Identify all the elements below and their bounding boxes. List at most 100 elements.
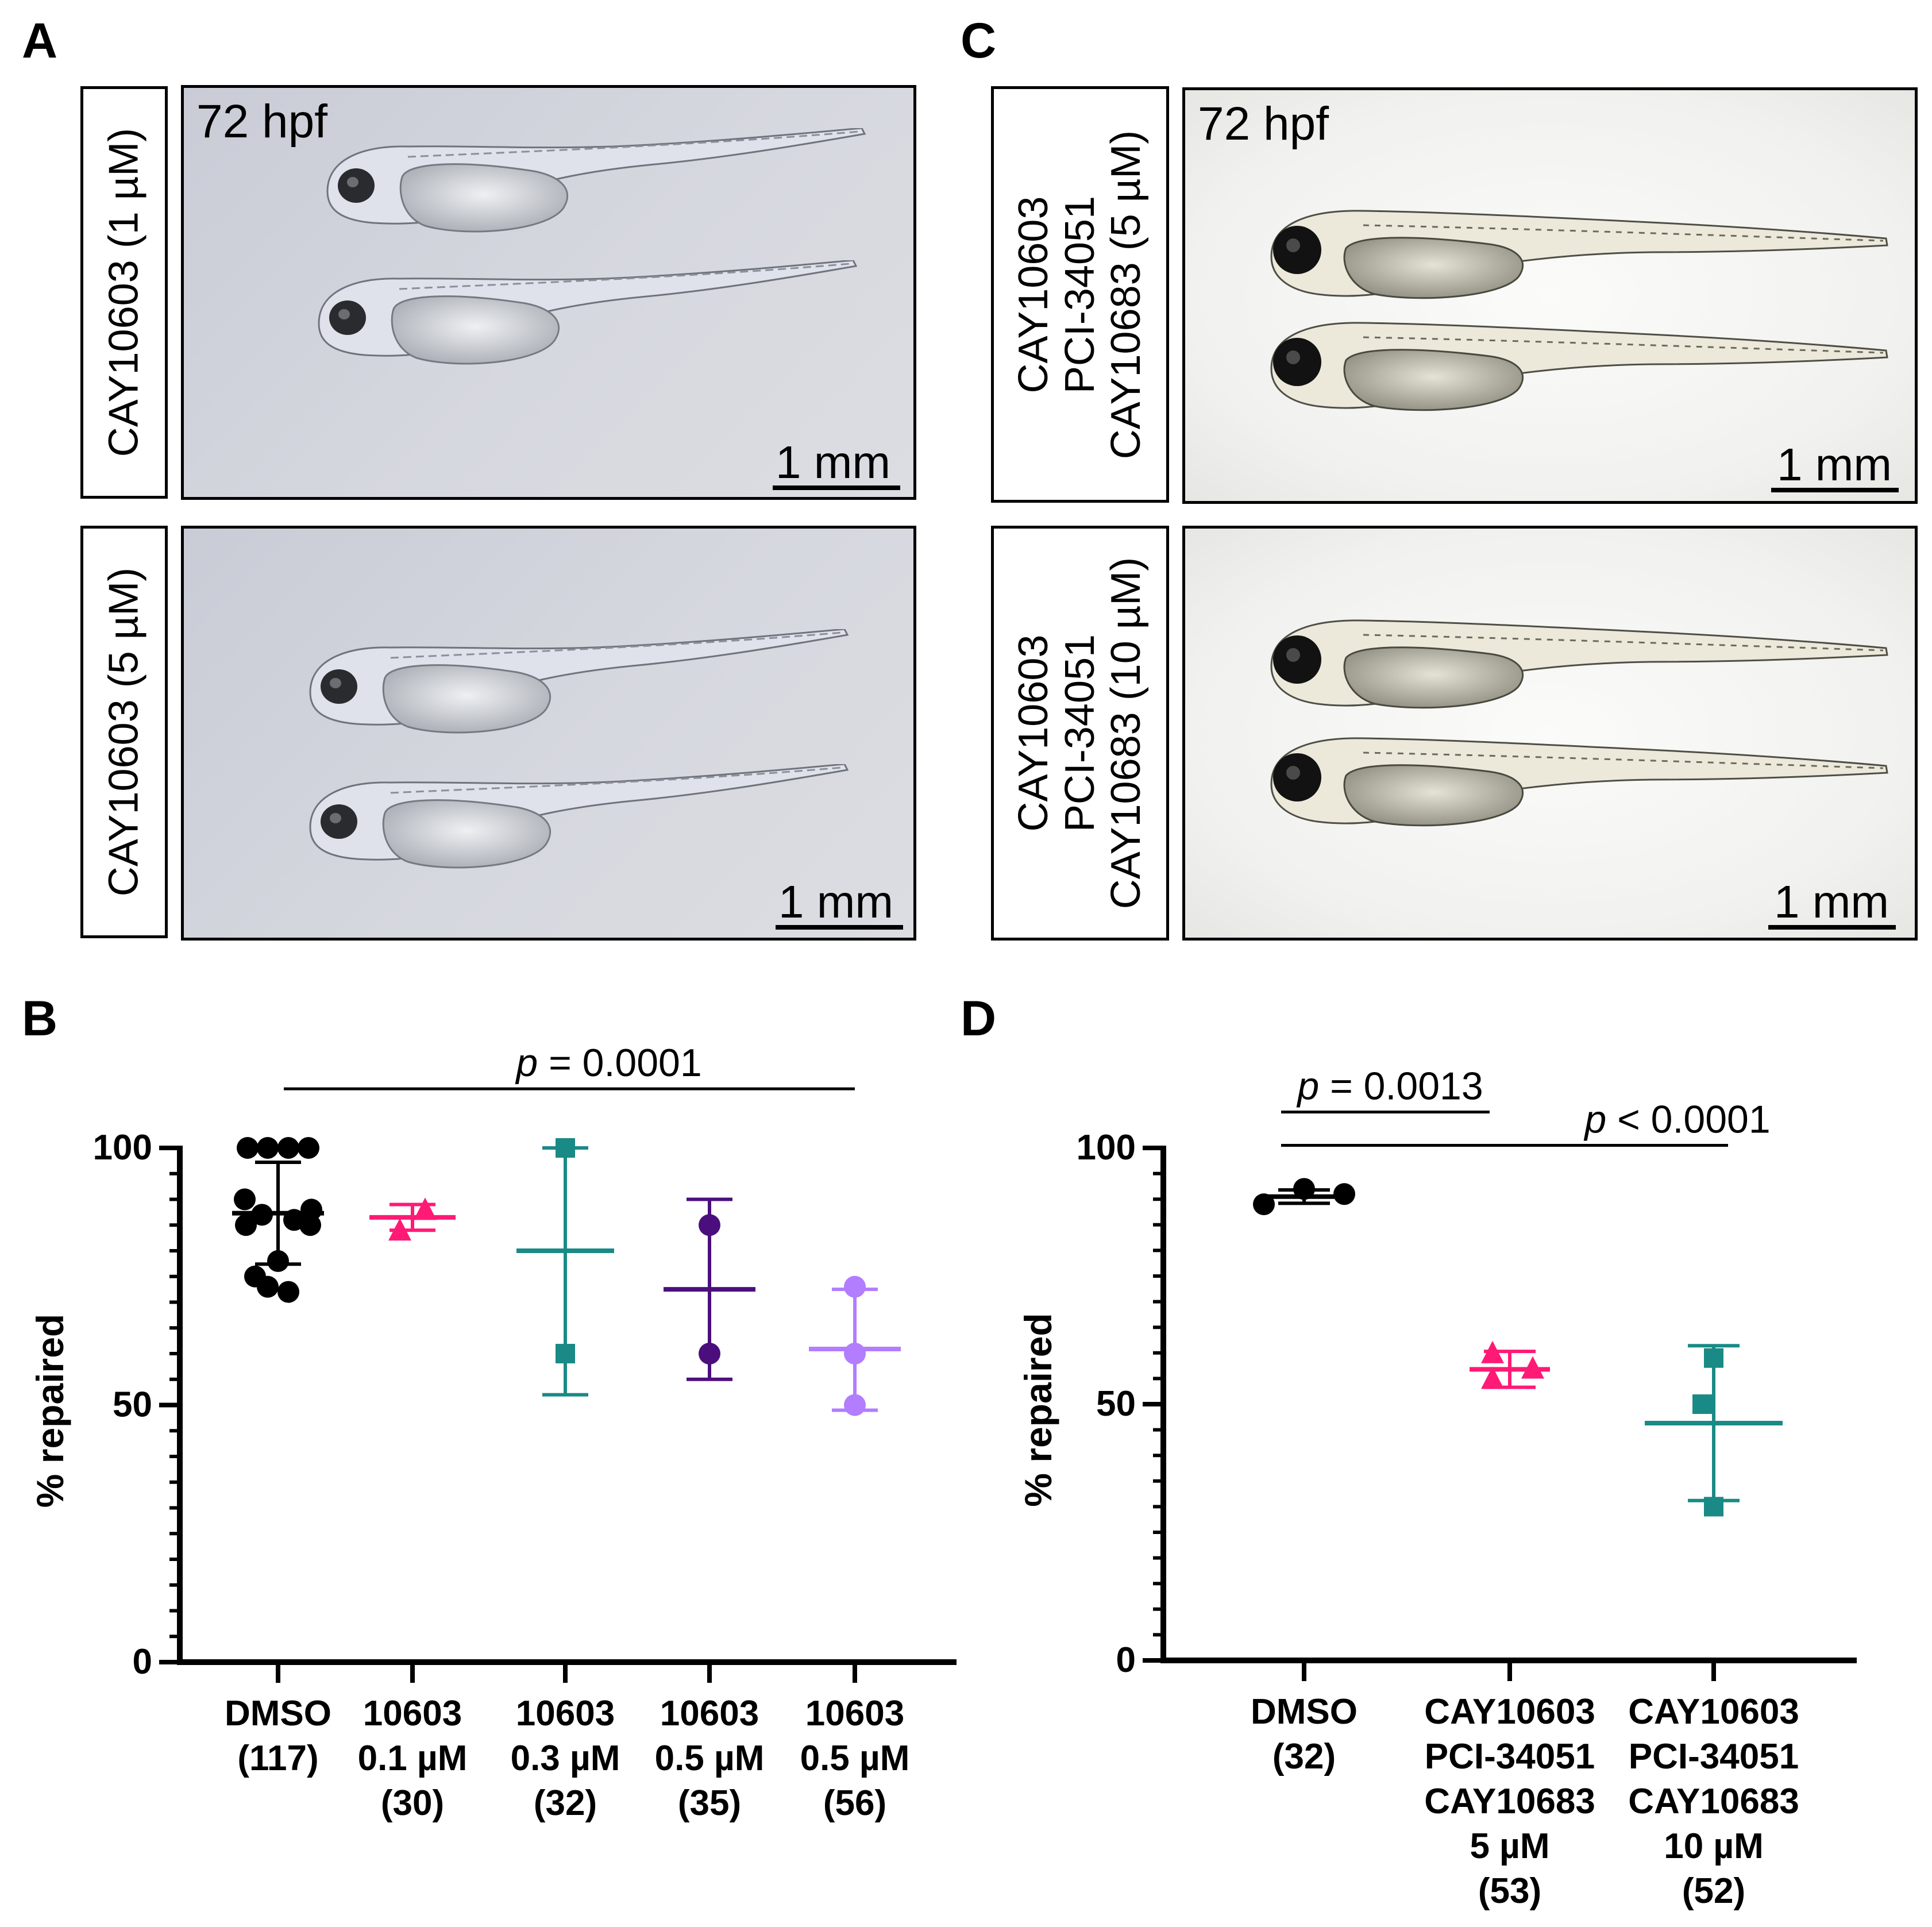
scale-bar-c1 xyxy=(1771,488,1899,492)
data-point-b xyxy=(235,1214,257,1236)
x-tick-label-line-d: (52) xyxy=(1682,1871,1745,1911)
data-point-b xyxy=(257,1137,279,1159)
x-tick-label-line-b: 0.3 µM xyxy=(511,1739,620,1778)
x-tick-label-line-d: CAY10683 xyxy=(1424,1782,1595,1821)
x-tick-label-line-b: (30) xyxy=(381,1783,444,1823)
x-tick-label-line-b: 0.5 µM xyxy=(655,1739,765,1778)
data-point-b xyxy=(298,1137,319,1159)
data-point-b xyxy=(257,1275,279,1298)
x-tick-label-b: 10603 0.1 µM (30) xyxy=(358,1694,468,1823)
x-tick-label-b: 10603 0.5 µM (56) xyxy=(800,1694,910,1823)
x-tick-label-line-d: CAY10603 xyxy=(1628,1692,1799,1732)
y-tick-label-b: 100 xyxy=(93,1128,152,1167)
data-point-b xyxy=(388,1218,411,1241)
stage-label-a1: 72 hpf xyxy=(196,95,327,148)
x-tick-label-line-b: 0.5 µM xyxy=(800,1739,910,1778)
micrograph-a1: 72 hpf 1 mm xyxy=(181,85,916,500)
x-tick-label-line-d: CAY10603 xyxy=(1424,1692,1595,1732)
scale-bar-a2 xyxy=(776,925,903,930)
data-point-b xyxy=(234,1188,256,1211)
stage-label-c1: 72 hpf xyxy=(1198,98,1329,150)
p-italic-b: p xyxy=(515,1041,538,1085)
data-point-b xyxy=(277,1281,299,1303)
data-point-d xyxy=(1692,1394,1712,1414)
p-value-d: < 0.0001 xyxy=(1606,1098,1770,1142)
p-value-d: = 0.0013 xyxy=(1319,1065,1483,1108)
x-tick-label-line-d: 10 µM xyxy=(1664,1826,1764,1866)
data-point-b xyxy=(237,1137,259,1159)
scale-label-c2: 1 mm xyxy=(1774,876,1889,927)
chart-b: 0 50 100 % repaired DMSO (117) 10603 0.1 µM (30)… xyxy=(29,1041,957,1823)
p-value-b: = 0.0001 xyxy=(538,1041,701,1085)
y-tick-label-d: 100 xyxy=(1077,1128,1136,1167)
data-point-b xyxy=(299,1214,321,1236)
data-point-d xyxy=(1293,1178,1315,1200)
x-tick-label-line-b: (32) xyxy=(534,1783,597,1823)
data-point-b xyxy=(251,1204,273,1226)
x-tick-label-d: DMSO (32) xyxy=(1251,1692,1358,1776)
chart-d: 0 50 100 % repaired DMSO (32) CAY10603 PCI-3405… xyxy=(1017,1065,1857,1911)
scale-label-a2: 1 mm xyxy=(778,876,893,927)
data-point-d xyxy=(1481,1340,1504,1363)
x-tick-label-line-b: (35) xyxy=(678,1783,741,1823)
data-point-b xyxy=(844,1275,866,1298)
x-tick-label-b: DMSO (117) xyxy=(225,1694,331,1778)
y-axis-label-b: % repaired xyxy=(29,1314,71,1508)
p-value-label-d: p = 0.0013 xyxy=(1296,1065,1483,1108)
micrograph-c2: 1 mm xyxy=(1182,526,1918,941)
p-italic-d: p xyxy=(1583,1098,1606,1142)
panel-label-c: C xyxy=(961,13,997,68)
p-value-label-d: p < 0.0001 xyxy=(1583,1098,1770,1142)
series-b-2 xyxy=(516,1138,614,1397)
p-value-label-b: p = 0.0001 xyxy=(515,1041,701,1085)
data-point-d xyxy=(1481,1366,1504,1389)
x-tick-label-line-d: CAY10683 xyxy=(1628,1782,1799,1821)
condition-box-a2: CAY10603 (5 µM) xyxy=(80,526,168,938)
series-d-0 xyxy=(1253,1178,1355,1216)
x-tick-label-line-d: PCI-34051 xyxy=(1629,1737,1799,1776)
x-tick-label-line-b: (117) xyxy=(237,1739,318,1778)
x-tick-label-line-b: 10603 xyxy=(516,1694,615,1733)
y-tick-label-b: 0 xyxy=(133,1642,152,1682)
data-point-b xyxy=(414,1197,437,1220)
x-tick-label-line-b: 0.1 µM xyxy=(358,1739,468,1778)
data-point-d xyxy=(1704,1497,1723,1517)
y-tick-label-d: 0 xyxy=(1116,1640,1136,1680)
y-tick-label-d: 50 xyxy=(1096,1384,1136,1424)
data-point-b xyxy=(844,1394,866,1416)
data-point-b xyxy=(556,1344,575,1363)
panel-label-b: B xyxy=(22,991,58,1046)
x-tick-label-b: 10603 0.3 µM (32) xyxy=(511,1694,620,1823)
x-tick-label-line-b: DMSO xyxy=(225,1694,331,1733)
x-tick-label-line-b: 10603 xyxy=(805,1694,904,1733)
scale-bar-a1 xyxy=(773,485,900,490)
x-tick-label-b: 10603 0.5 µM (35) xyxy=(655,1694,765,1823)
scale-label-c1: 1 mm xyxy=(1777,439,1892,490)
x-tick-label-line-d: (53) xyxy=(1478,1871,1541,1911)
micrograph-a2: 1 mm xyxy=(181,526,916,941)
condition-box-c1: CAY10603 PCI-34051 CAY10683 (5 µM) xyxy=(991,86,1169,503)
data-point-b xyxy=(844,1343,866,1365)
condition-box-c2: CAY10603 PCI-34051 CAY10683 (10 µM) xyxy=(991,526,1169,941)
x-tick-label-d: CAY10603 PCI-34051 CAY10683 10 µM (52) xyxy=(1628,1692,1799,1911)
data-point-b xyxy=(556,1138,575,1158)
panel-label-d: D xyxy=(961,991,997,1046)
series-d-1 xyxy=(1470,1340,1550,1389)
x-tick-label-line-b: (56) xyxy=(823,1783,886,1823)
data-point-d xyxy=(1333,1183,1355,1205)
series-b-3 xyxy=(664,1197,755,1381)
panel-label-a: A xyxy=(22,13,58,68)
x-tick-label-line-d: (32) xyxy=(1272,1737,1336,1776)
data-point-d xyxy=(1253,1193,1275,1216)
scale-bar-c2 xyxy=(1768,925,1896,930)
data-point-d xyxy=(1704,1348,1723,1368)
condition-box-a1: CAY10603 (1 µM) xyxy=(80,86,168,499)
x-tick-label-line-d: PCI-34051 xyxy=(1425,1737,1595,1776)
scale-label-a1: 1 mm xyxy=(776,437,890,488)
x-tick-label-line-b: 10603 xyxy=(363,1694,462,1733)
data-point-b xyxy=(277,1137,299,1159)
p-italic-d: p xyxy=(1296,1065,1319,1108)
x-tick-label-line-d: 5 µM xyxy=(1470,1826,1549,1866)
